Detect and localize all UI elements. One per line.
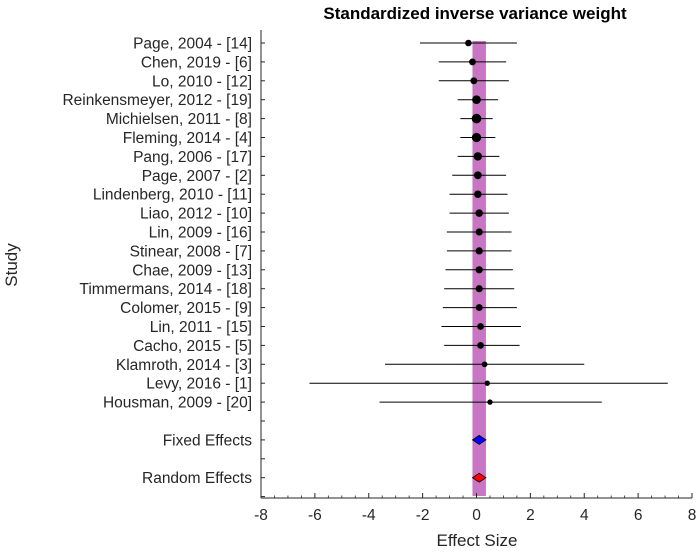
effect-point-layer	[465, 39, 493, 483]
x-tick-label: 4	[580, 507, 589, 524]
x-axis-label: Effect Size	[437, 531, 518, 550]
study-label: Timmermans, 2014 - [18]	[79, 281, 252, 298]
study-effect-point	[475, 247, 483, 255]
summary-label: Fixed Effects	[163, 432, 253, 449]
x-tick-label: -2	[416, 507, 430, 524]
study-label: Michielsen, 2011 - [8]	[106, 111, 252, 128]
x-tick-label: 0	[472, 507, 481, 524]
x-tick-label: 6	[634, 507, 643, 524]
study-effect-point	[475, 266, 483, 274]
confidence-interval-layer	[309, 42, 668, 403]
study-label: Pang, 2006 - [17]	[133, 149, 252, 166]
study-label: Levy, 2016 - [1]	[146, 376, 252, 393]
x-tick-label: -8	[254, 507, 268, 524]
study-effect-point	[481, 361, 488, 368]
study-label: Fleming, 2014 - [4]	[123, 130, 252, 147]
study-effect-point	[471, 113, 482, 124]
study-effect-point	[487, 399, 493, 405]
study-label: Lin, 2009 - [16]	[149, 225, 252, 242]
x-tick-label: 8	[688, 507, 697, 524]
study-label: Lin, 2011 - [15]	[150, 319, 252, 336]
study-label: Lindenberg, 2010 - [11]	[93, 187, 252, 204]
study-effect-point	[484, 380, 490, 386]
study-label: Lo, 2010 - [12]	[152, 73, 252, 90]
study-effect-point	[473, 171, 482, 180]
x-tick-label: -4	[362, 507, 376, 524]
study-effect-point	[473, 152, 483, 161]
study-label: Cacho, 2015 - [5]	[133, 338, 252, 355]
study-label: Chen, 2019 - [6]	[141, 54, 252, 71]
study-effect-point	[472, 95, 481, 105]
chart-title: Standardized inverse variance weight	[323, 4, 627, 23]
study-label: Chae, 2009 - [13]	[132, 262, 252, 279]
study-effect-point	[475, 228, 483, 236]
study-effect-point	[469, 58, 476, 66]
study-effect-point	[475, 209, 483, 217]
summary-diamond	[471, 434, 487, 445]
summary-label: Random Effects	[142, 470, 252, 487]
study-effect-point	[477, 342, 484, 349]
study-label: Reinkensmeyer, 2012 - [19]	[62, 92, 252, 109]
study-label: Liao, 2012 - [10]	[140, 206, 252, 223]
y-axis-label: Study	[2, 243, 21, 287]
summary-diamond	[471, 472, 487, 483]
study-label: Klamroth, 2014 - [3]	[116, 357, 252, 374]
x-tick-label: -6	[308, 507, 322, 524]
study-effect-point	[465, 39, 472, 47]
study-effect-point	[475, 304, 483, 312]
study-label: Page, 2007 - [2]	[142, 168, 252, 185]
x-tick-label: 2	[526, 507, 535, 524]
study-label: Colomer, 2015 - [9]	[120, 300, 252, 317]
study-effect-point	[471, 132, 482, 143]
study-effect-point	[475, 285, 483, 293]
study-label: Housman, 2009 - [20]	[103, 395, 252, 412]
axes-layer: -8 -6 -4 -2 0 2 4 6 8	[254, 30, 696, 524]
study-effect-point	[470, 77, 478, 85]
study-label-layer: Page, 2004 - [14]Chen, 2019 - [6] Lo, 201…	[62, 36, 252, 488]
study-label: Stinear, 2008 - [7]	[130, 243, 252, 260]
study-effect-point	[477, 323, 484, 330]
study-label: Page, 2004 - [14]	[133, 36, 252, 53]
study-effect-point	[474, 190, 482, 198]
